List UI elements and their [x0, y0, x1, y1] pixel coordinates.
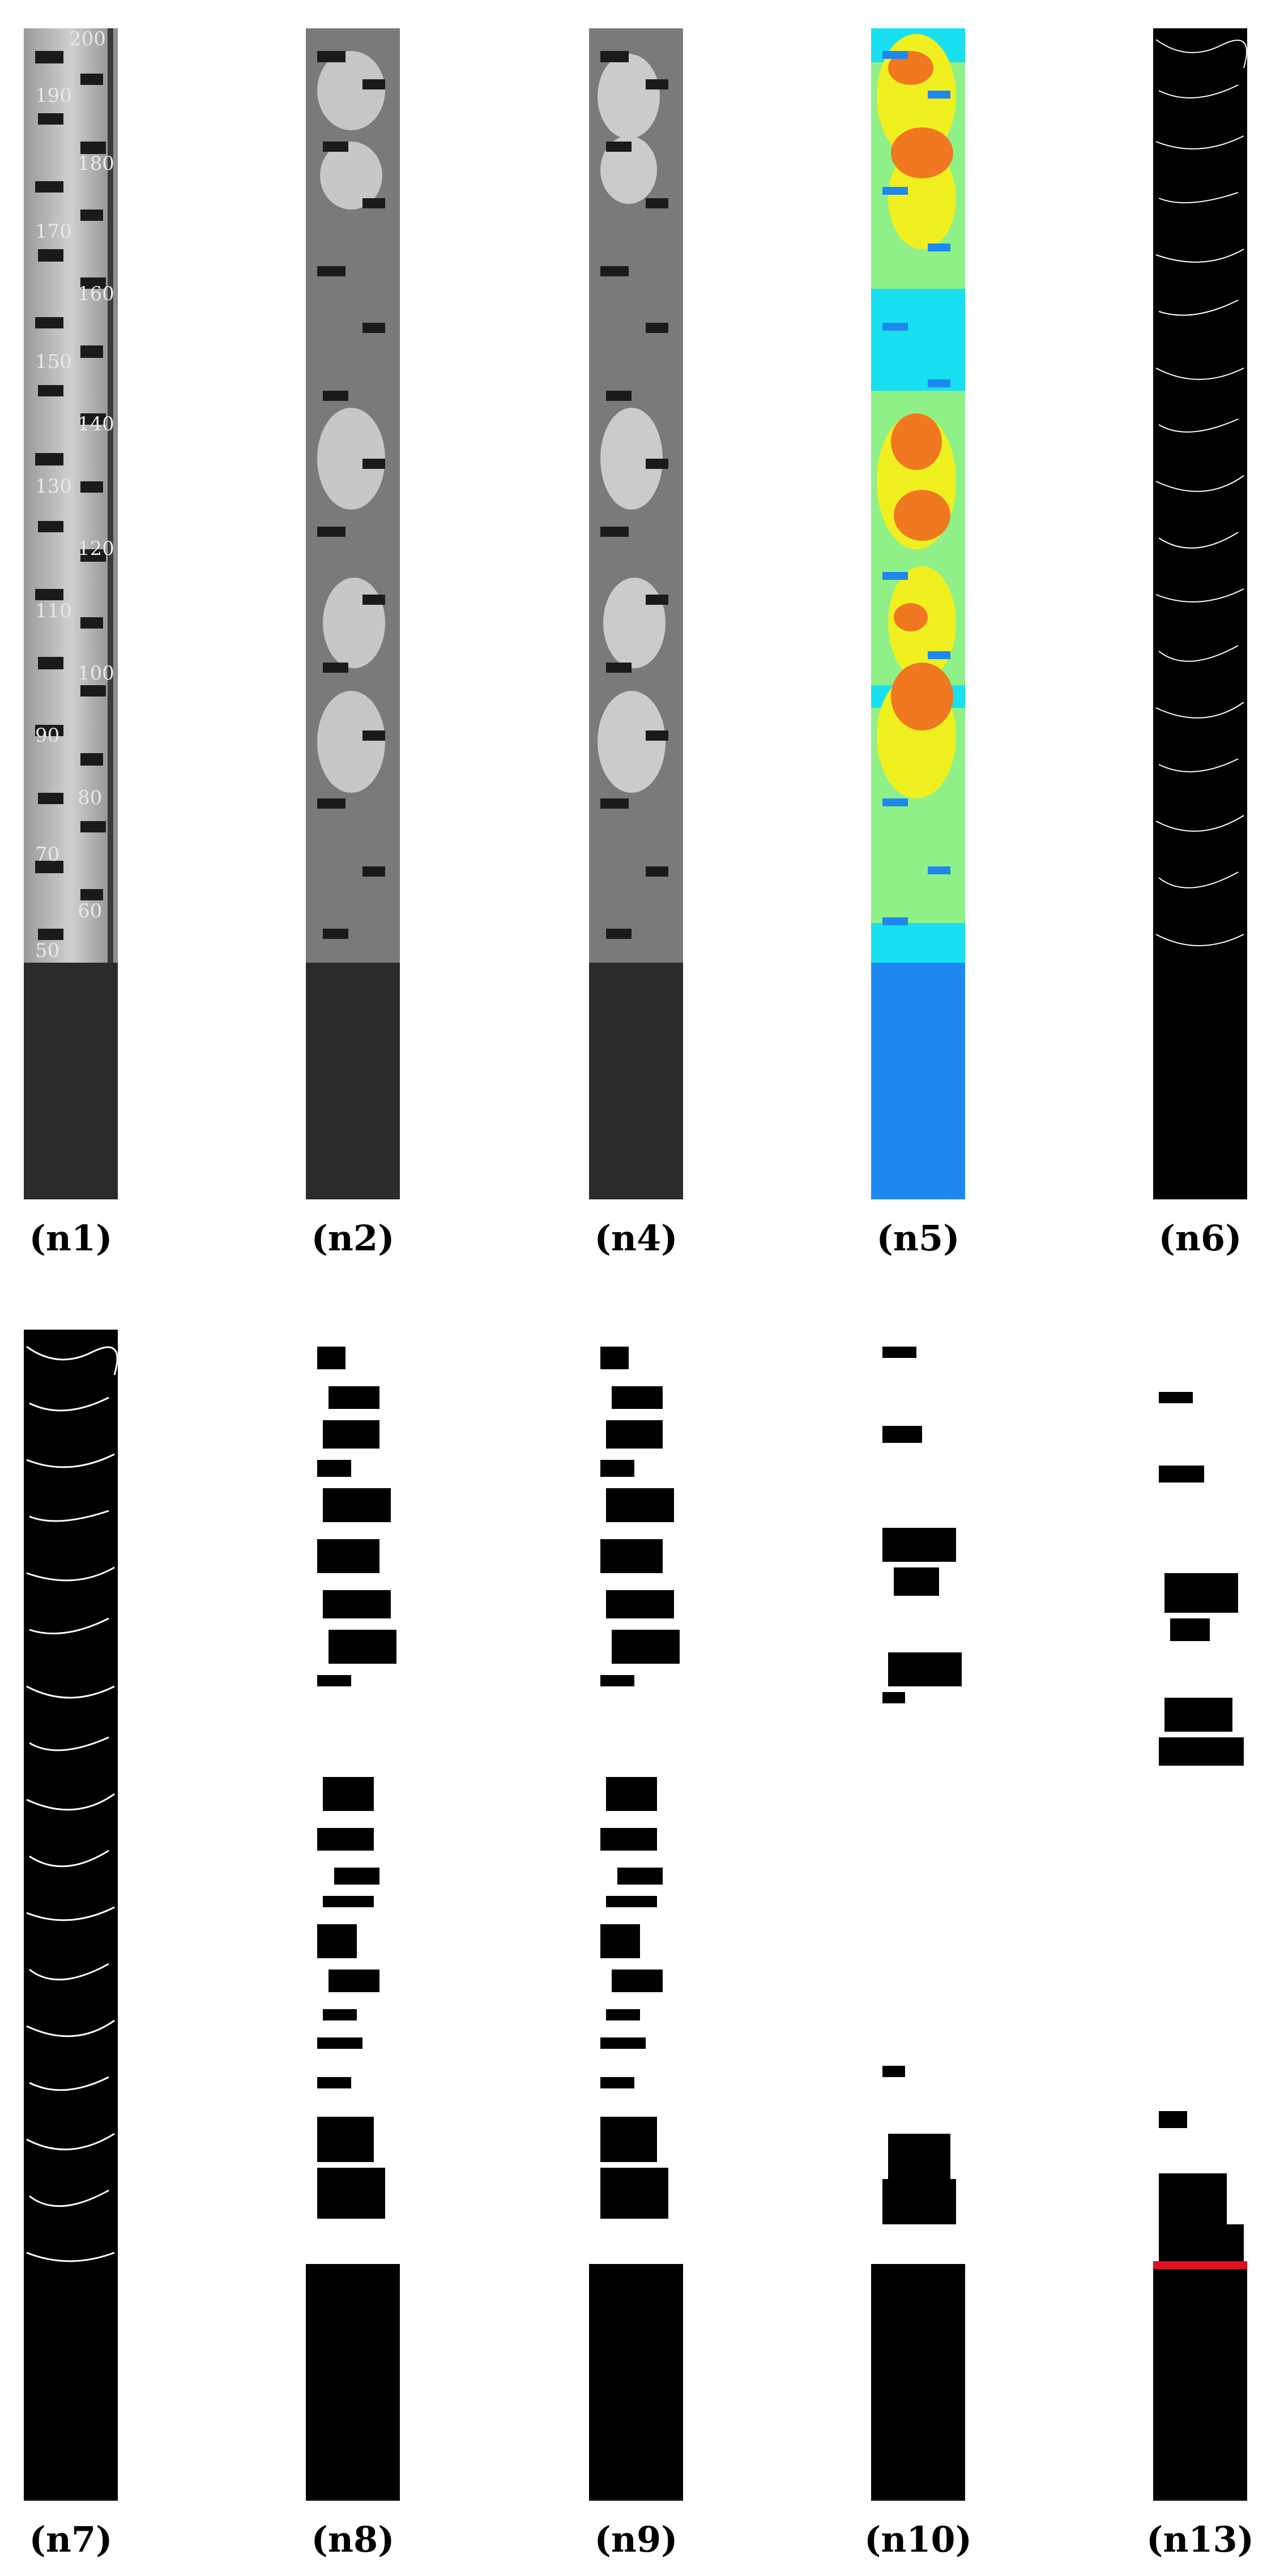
panel-n6	[1153, 28, 1247, 1199]
svg-text:130: 130	[35, 475, 72, 498]
panel-label-n2: (n2)	[311, 1217, 395, 1259]
edge-dilated-image	[24, 1330, 118, 2501]
svg-text:150: 150	[35, 351, 72, 373]
svg-text:140: 140	[78, 413, 114, 435]
svg-text:200: 200	[69, 28, 106, 50]
panel-n4	[589, 28, 683, 1199]
svg-text:170: 170	[35, 220, 72, 243]
gauge-scale-numbers: 200 190 180 170 160 150 140 130 120 110 …	[35, 28, 114, 962]
panel-label-n8: (n8)	[311, 2519, 395, 2560]
panel-n8	[306, 1330, 400, 2501]
svg-text:50: 50	[35, 939, 59, 962]
svg-text:100: 100	[78, 662, 114, 685]
waterline-detected-image	[1153, 1381, 1247, 2501]
panel-label-n4: (n4)	[594, 1217, 678, 1259]
svg-text:80: 80	[78, 787, 102, 809]
svg-text:190: 190	[35, 84, 72, 107]
grayscale-image	[306, 28, 400, 1199]
binary-image	[306, 1330, 400, 2501]
binary-filtered-image	[871, 1330, 965, 2501]
panel-n2	[306, 28, 400, 1199]
svg-text:110: 110	[35, 600, 72, 622]
panel-label-n9: (n9)	[594, 2519, 678, 2560]
gauge-photo-image: 200 190 180 170 160 150 140 130 120 110 …	[24, 28, 118, 1199]
panel-label-n6: (n6)	[1158, 1217, 1242, 1259]
edge-image	[1153, 28, 1247, 1199]
svg-text:90: 90	[35, 724, 59, 747]
panel-label-n5: (n5)	[876, 1217, 960, 1259]
panel-n1: 200 190 180 170 160 150 140 130 120 110 …	[24, 28, 118, 1199]
waterline-marker	[1153, 2261, 1247, 2269]
pseudocolor-image	[871, 28, 965, 1199]
panel-label-n7: (n7)	[29, 2519, 113, 2560]
svg-text:160: 160	[78, 283, 114, 305]
panel-label-n10: (n10)	[864, 2519, 972, 2560]
binary-cleaned-image	[589, 1330, 683, 2501]
grayscale-filtered-image	[589, 28, 683, 1199]
panel-label-n1: (n1)	[29, 1217, 113, 1259]
panel-n7	[24, 1330, 118, 2501]
svg-text:70: 70	[35, 843, 59, 866]
svg-text:60: 60	[78, 900, 102, 922]
panel-n13	[1153, 1381, 1247, 2501]
svg-text:180: 180	[78, 152, 114, 175]
panel-n10	[871, 1330, 965, 2501]
svg-text:120: 120	[78, 537, 114, 560]
panel-n5	[871, 28, 965, 1199]
panel-n9	[589, 1330, 683, 2501]
panel-label-n13: (n13)	[1146, 2519, 1255, 2560]
